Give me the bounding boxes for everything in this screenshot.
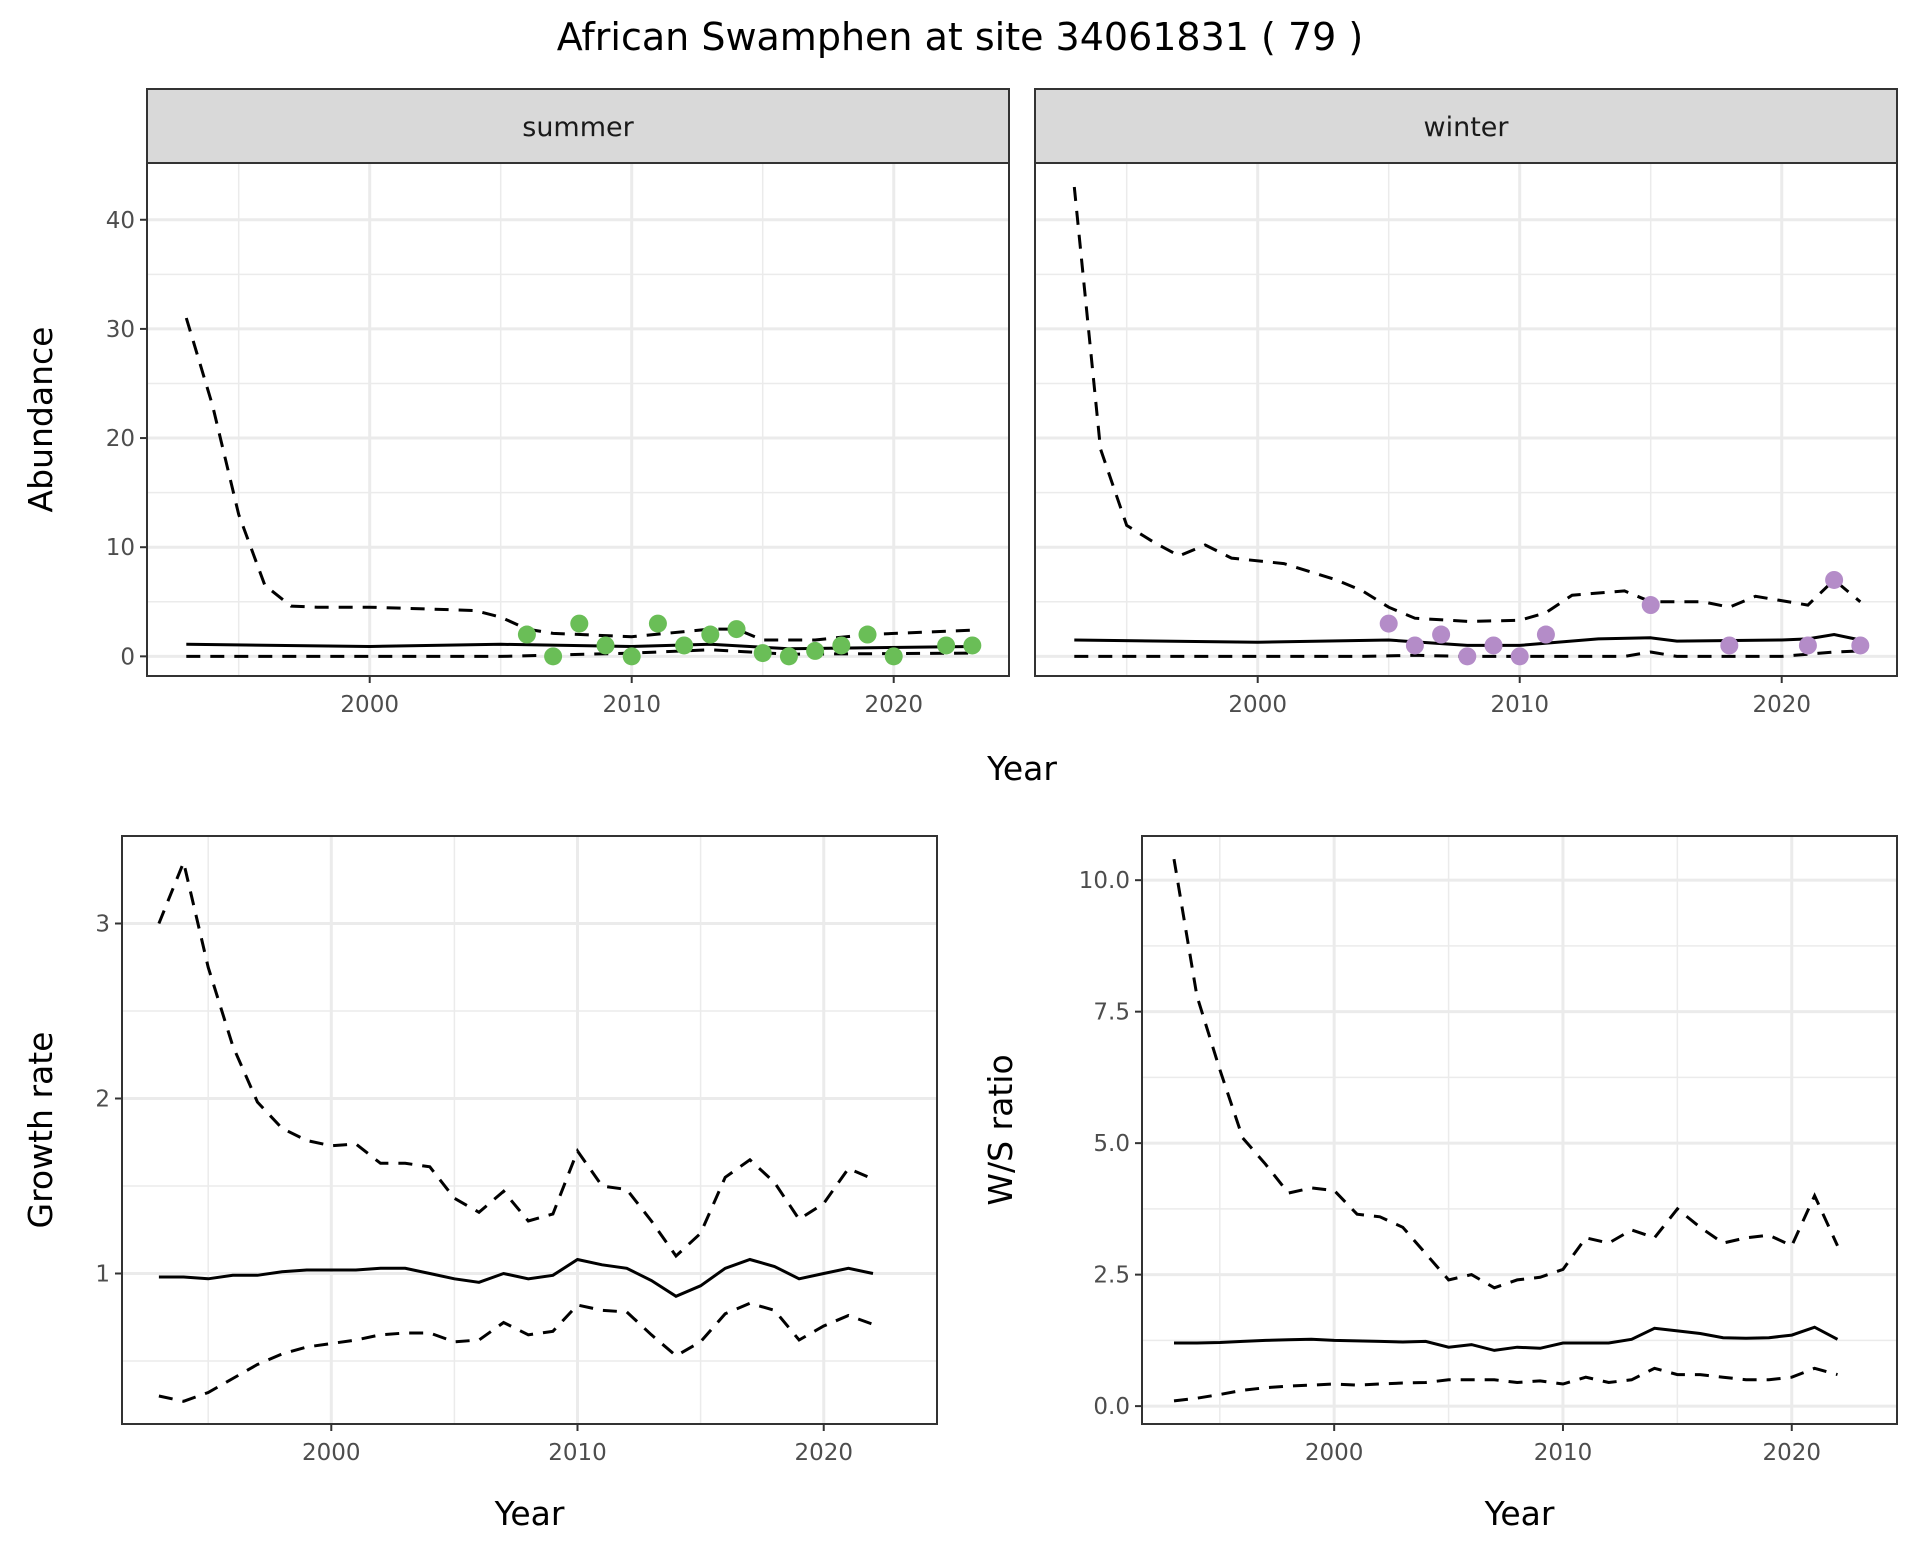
panel-border [1141, 835, 1898, 1425]
lower-bound-line [1173, 1366, 1838, 1403]
data-point [517, 625, 536, 644]
x-tick-label: 2010 [1534, 1440, 1593, 1466]
data-point [570, 614, 589, 633]
y-tick-label: 2.5 [1093, 1263, 1130, 1289]
y-axis-label: Growth rate [21, 1032, 60, 1229]
data-point [1484, 636, 1503, 655]
x-axis-label: Year [494, 1494, 565, 1533]
upper-bound-line [184, 317, 973, 642]
lower-bound-line [1074, 649, 1861, 658]
data-point [1379, 614, 1398, 633]
x-tick-label: 2000 [1305, 1440, 1364, 1466]
data-point [858, 625, 877, 644]
y-tick-label: 0 [120, 644, 135, 670]
data-point [1536, 625, 1555, 644]
upper-bound-line [1072, 186, 1862, 623]
panel-background [1142, 836, 1897, 1424]
mean-line [1174, 1325, 1839, 1352]
x-tick-label: 2020 [1752, 692, 1811, 718]
data-point [1798, 636, 1817, 655]
panel-background [1035, 163, 1897, 676]
mean-line [158, 1257, 874, 1298]
facet-label: summer [522, 112, 634, 143]
data-point [544, 647, 563, 666]
panel-summer: summer 2000 2010 2020 0 10 20 30 40 Abundance [21, 88, 1010, 718]
y-tick-label: 20 [106, 426, 135, 452]
data-point [596, 636, 615, 655]
panel-growth-rate: 2000 2010 2020 1 2 3 Growth rate Year [21, 835, 938, 1533]
x-tick-label: 2020 [1762, 1440, 1821, 1466]
x-tick-label: 2010 [548, 1440, 607, 1466]
data-point [1720, 636, 1739, 655]
data-point [937, 636, 956, 655]
data-point [806, 641, 825, 660]
facet-strip [146, 88, 1010, 164]
y-tick-label: 30 [106, 317, 135, 343]
panel-background [147, 163, 1009, 676]
x-tick-label: 2020 [864, 692, 923, 718]
x-tick-label: 2020 [794, 1440, 853, 1466]
y-tick-label: 1 [95, 1262, 110, 1288]
y-tick-label: 3 [95, 912, 110, 938]
data-point [963, 636, 982, 655]
data-point [1641, 596, 1660, 615]
y-tick-label: 5.0 [1093, 1131, 1130, 1157]
data-point [1405, 636, 1424, 655]
data-point [1432, 625, 1451, 644]
data-point [832, 636, 851, 655]
data-point [727, 620, 746, 639]
data-point [675, 636, 694, 655]
x-axis-label: Year [1484, 1494, 1555, 1533]
upper-bound-line [1172, 858, 1839, 1290]
y-tick-label: 2 [95, 1087, 110, 1113]
data-point [1458, 647, 1477, 666]
data-point [779, 647, 798, 666]
x-tick-label: 2000 [302, 1440, 361, 1466]
data-point [1510, 647, 1529, 666]
panel-winter: winter 2000 2010 2020 [1034, 88, 1898, 718]
x-axis-label-shared: Year [986, 749, 1057, 788]
y-axis-label: W/S ratio [981, 1054, 1020, 1205]
data-point [753, 644, 772, 663]
x-tick-label: 2010 [602, 692, 661, 718]
facet-strip [1034, 88, 1898, 164]
data-point [1851, 636, 1870, 655]
panel-w-s-ratio: 2000 2010 2020 0.0 2.5 5.0 7.5 10.0 W/S ratio Yea… [981, 835, 1898, 1533]
chart-title: African Swamphen at site 34061831 ( 79 ) [557, 15, 1363, 59]
panel-background [122, 836, 937, 1424]
x-tick-label: 2000 [340, 692, 399, 718]
y-tick-label: 0.0 [1093, 1394, 1130, 1420]
facet-label: winter [1424, 112, 1510, 143]
lower-bound-line [158, 1301, 874, 1403]
y-tick-label: 40 [106, 208, 135, 234]
upper-bound-line [157, 857, 874, 1259]
y-tick-label: 7.5 [1093, 1000, 1130, 1026]
y-axis-label: Abundance [21, 327, 60, 513]
data-point [622, 647, 641, 666]
data-point [1825, 570, 1844, 589]
x-tick-label: 2010 [1490, 692, 1549, 718]
data-point [701, 625, 720, 644]
x-tick-label: 2000 [1228, 692, 1287, 718]
data-point [648, 614, 667, 633]
panel-border [121, 835, 938, 1425]
y-tick-label: 10 [106, 535, 135, 561]
y-tick-label: 10.0 [1079, 868, 1130, 894]
data-point [884, 647, 903, 666]
